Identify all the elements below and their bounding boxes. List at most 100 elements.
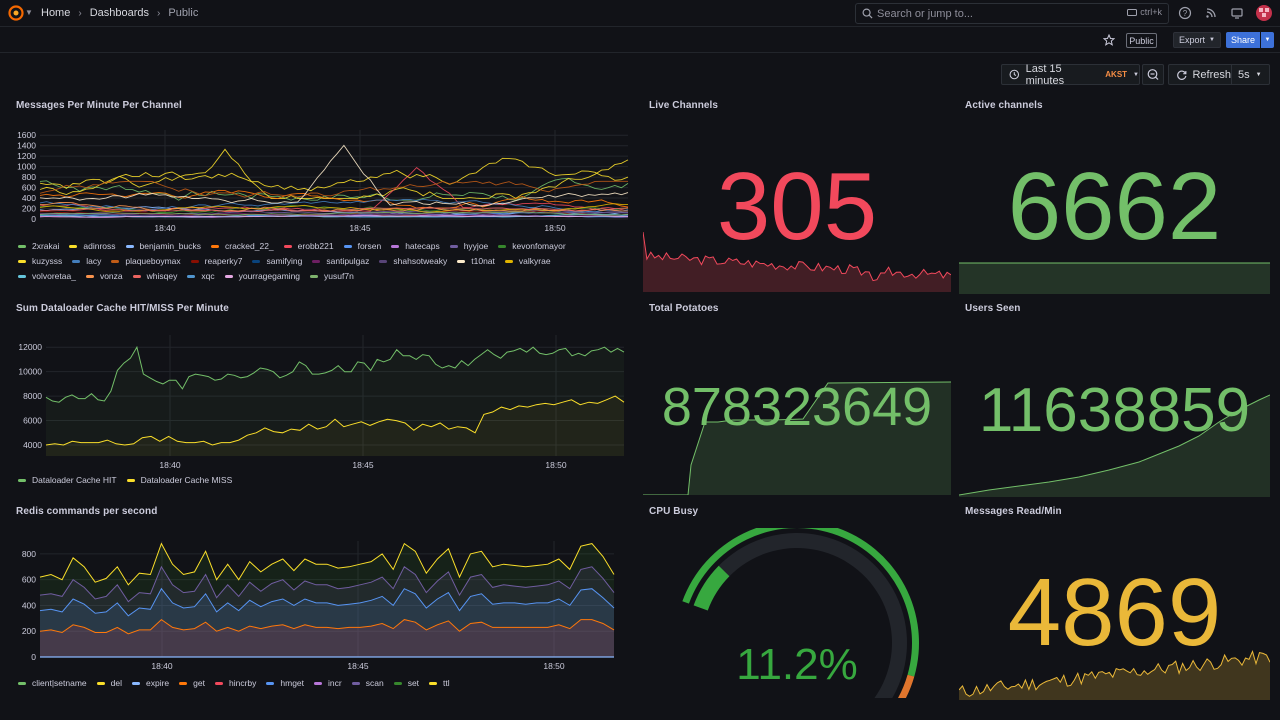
public-badge: Public (1126, 33, 1157, 48)
breadcrumb-dashboards[interactable]: Dashboards (89, 7, 150, 19)
legend-label: samifying (266, 256, 303, 266)
y-tick-label: 200 (22, 626, 36, 636)
legend-item[interactable]: client|setname (18, 677, 87, 689)
legend-item[interactable]: hyyjoe (449, 240, 488, 252)
gauge-threshold-orange (897, 674, 915, 698)
legend-label: scan (365, 678, 384, 688)
series-line (45, 345, 625, 403)
legend-item[interactable]: scan (351, 677, 384, 689)
legend-item[interactable]: 2xrakai (18, 240, 59, 252)
legend-item[interactable]: t10nat (457, 255, 495, 267)
legend-item[interactable]: erobb221 (283, 240, 334, 252)
share-button[interactable]: Share (1226, 32, 1260, 48)
grafana-logo-icon[interactable] (8, 5, 24, 21)
help-icon[interactable]: ? (1178, 6, 1192, 20)
timezone-badge: AKST (1105, 70, 1128, 79)
legend-item[interactable]: ttl (429, 677, 450, 689)
tv-mode-icon[interactable] (1230, 6, 1244, 20)
search-input[interactable]: Search or jump to... ctrl+k (855, 3, 1169, 24)
y-tick-label: 200 (22, 204, 36, 214)
legend-label: valkyrae (518, 256, 551, 266)
legend-item[interactable]: lacy (72, 255, 101, 267)
zoom-out-button[interactable] (1142, 64, 1164, 85)
refresh-interval-picker[interactable]: 5s ▼ (1232, 64, 1270, 85)
export-label: Export (1179, 35, 1206, 45)
avatar[interactable] (1256, 5, 1272, 21)
x-tick-label: 18:45 (347, 661, 369, 671)
series-line (39, 210, 629, 217)
legend-item[interactable]: yusuf7n (310, 270, 354, 282)
legend-item[interactable]: kuzysss (18, 255, 62, 267)
legend-item[interactable]: hmget (266, 677, 304, 689)
legend-swatch (351, 681, 360, 685)
gauge-track (693, 533, 907, 698)
legend-item[interactable]: benjamin_bucks (125, 240, 201, 252)
legend-swatch (132, 681, 140, 685)
legend-item[interactable]: plaqueboymax (111, 255, 181, 267)
export-button[interactable]: Export ▼ (1173, 32, 1221, 48)
legend-swatch (498, 244, 507, 248)
legend-item[interactable]: expire (132, 677, 169, 689)
legend-item[interactable]: get (179, 677, 205, 689)
star-icon[interactable] (1103, 34, 1115, 46)
rss-feed-icon[interactable] (1204, 6, 1218, 20)
legend-item[interactable]: yourragegaming (224, 270, 300, 282)
sparkline-area (959, 263, 1270, 294)
time-range-picker[interactable]: Last 15 minutes AKST ▼ (1001, 63, 1140, 87)
series-line (39, 211, 629, 216)
legend-swatch (224, 274, 233, 278)
y-tick-label: 1600 (17, 130, 36, 140)
legend-label: hatecaps (405, 241, 440, 251)
panel-active-channels: Active channels 6662 (959, 97, 1270, 294)
legend-item[interactable]: valkyrae (504, 255, 551, 267)
x-tick-label: 18:45 (349, 223, 371, 233)
legend-item[interactable]: Dataloader Cache HIT (18, 474, 117, 486)
legend-item[interactable]: reaperky7 (190, 255, 242, 267)
y-tick-label: 1200 (17, 151, 36, 161)
legend-item[interactable]: santipulgaz (312, 255, 369, 267)
breadcrumb-home[interactable]: Home (41, 7, 71, 19)
series-line (39, 587, 615, 617)
legend-item[interactable]: samifying (252, 255, 302, 267)
legend-swatch (18, 478, 26, 482)
legend-item[interactable]: forsen (343, 240, 381, 252)
sparkline-area (643, 232, 951, 292)
legend-item[interactable]: adinross (69, 240, 116, 252)
series-area (40, 543, 614, 657)
legend-item[interactable]: kevonfomayor (498, 240, 566, 252)
legend-swatch (312, 259, 321, 263)
legend-item[interactable]: Dataloader Cache MISS (126, 474, 232, 486)
legend-item[interactable]: shahsotweaky (379, 255, 447, 267)
legend-item[interactable]: cracked_22_ (210, 240, 274, 252)
legend-label: whisqey (146, 271, 178, 281)
sparkline-line (643, 232, 951, 282)
legend-item[interactable]: xqc (187, 270, 215, 282)
panel-title: Redis commands per second (16, 506, 158, 517)
chevron-down-icon[interactable]: ▼ (25, 8, 33, 17)
legend-item[interactable]: volvoretaa_ (18, 270, 76, 282)
legend-swatch (96, 681, 105, 685)
panel-title: Messages Per Minute Per Channel (16, 100, 182, 111)
gauge-value: 11.2% (736, 640, 858, 689)
refresh-button[interactable]: Refresh (1168, 64, 1232, 85)
legend-item[interactable]: whisqey (132, 270, 178, 282)
chevron-right-icon: › (78, 7, 82, 19)
legend-item[interactable]: incr (314, 677, 342, 689)
legend: 2xrakai adinross benjamin_bucks cracked_22_… (18, 240, 628, 282)
legend: client|setname del expire get hincrby hmget in… (18, 677, 460, 689)
shortcut-label: ctrl+k (1140, 7, 1162, 17)
redis-chart: 0 200 400 600 800 18:40 18:45 18:50 (22, 541, 615, 671)
active-channels-sparkline (959, 262, 1270, 294)
breadcrumb-current: Public (168, 7, 199, 19)
legend-item[interactable]: vonza (85, 270, 123, 282)
stat-value: 6662 (1007, 153, 1222, 260)
series-line (39, 565, 615, 603)
legend-item[interactable]: hincrby (214, 677, 256, 689)
legend-item[interactable]: hatecaps (391, 240, 440, 252)
legend-swatch (18, 681, 26, 685)
series-line (39, 207, 629, 213)
legend-item[interactable]: del (96, 677, 122, 689)
share-options-button[interactable]: ▼ (1261, 32, 1274, 48)
legend-item[interactable]: set (393, 677, 419, 689)
